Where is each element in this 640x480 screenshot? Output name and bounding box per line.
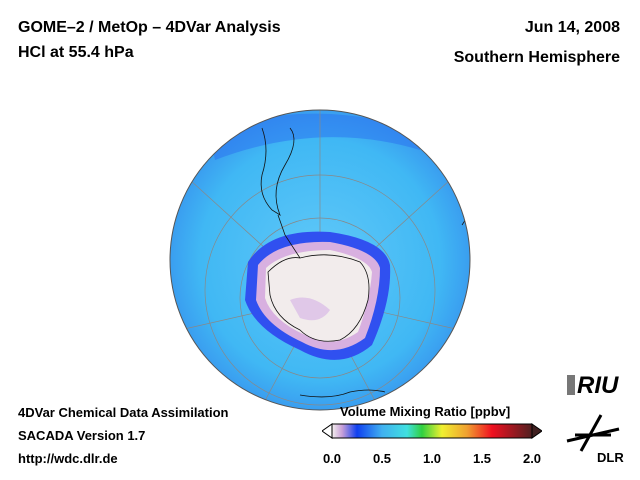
colorbar-tick-label: 1.0	[422, 451, 442, 466]
antarctica-depleted-region	[265, 250, 372, 342]
colorbar-tick-label: 2.0	[522, 451, 542, 466]
footer-line-2: SACADA Version 1.7	[18, 428, 146, 443]
globe-outline	[169, 109, 471, 411]
colorbar-label: Volume Mixing Ratio [ppbv]	[340, 404, 511, 419]
low-core	[290, 297, 330, 321]
figure-subtitle: HCl at 55.4 hPa	[18, 44, 134, 61]
colorbar	[322, 423, 542, 439]
colorbar-over-arrow	[531, 423, 542, 439]
figure-title: GOME–2 / MetOp – 4DVar Analysis	[18, 19, 281, 36]
riu-logo-tower	[567, 375, 575, 395]
dlr-logo-mark	[566, 414, 620, 452]
dlr-logo-text: DLR	[597, 450, 624, 465]
colorbar-tick-label: 1.5	[472, 451, 492, 466]
region-label: Southern Hemisphere	[453, 49, 620, 66]
footer-url: http://wdc.dlr.de	[18, 451, 118, 466]
date-label: Jun 14, 2008	[524, 19, 620, 36]
colorbar-tick-label: 0.5	[372, 451, 392, 466]
colorbar-rect	[331, 423, 533, 439]
riu-logo: RIU	[567, 372, 618, 400]
colorbar-tick-label: 0.0	[322, 451, 342, 466]
colorbar-under-arrow	[322, 423, 333, 439]
footer-line-1: 4DVar Chemical Data Assimilation	[18, 405, 229, 420]
low-band	[210, 113, 420, 160]
